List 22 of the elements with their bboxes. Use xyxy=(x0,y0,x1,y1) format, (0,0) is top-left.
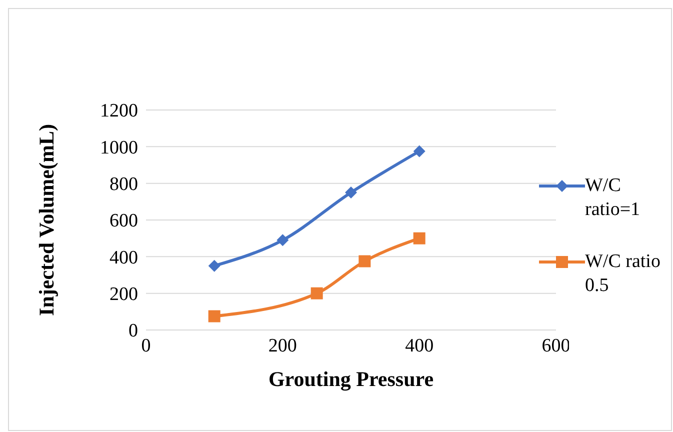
legend-label: W/C ratio 0.5 xyxy=(585,250,662,298)
x-tick-label: 0 xyxy=(141,335,151,356)
point xyxy=(345,186,357,198)
point xyxy=(208,310,220,322)
y-axis-title: Injected Volume(mL) xyxy=(34,124,58,316)
point xyxy=(413,145,426,158)
point xyxy=(413,232,426,244)
y-tick-label: 0 xyxy=(128,320,138,342)
point xyxy=(276,234,289,246)
y-tick-label: 200 xyxy=(110,284,138,306)
y-tick-label: 1200 xyxy=(100,100,138,122)
y-tick-label: 800 xyxy=(110,174,138,196)
point xyxy=(358,255,371,268)
point xyxy=(310,287,323,300)
y-tick-label: 1000 xyxy=(100,137,138,158)
x-tick-label: 400 xyxy=(405,335,434,356)
x-axis-title: Grouting Pressure xyxy=(268,367,434,391)
y-tick-label: 600 xyxy=(110,210,138,232)
point xyxy=(208,260,220,272)
y-tick-label: 400 xyxy=(110,247,138,268)
x-tick-label: 200 xyxy=(268,335,297,356)
legend-label: W/C ratio=1 xyxy=(585,174,642,222)
